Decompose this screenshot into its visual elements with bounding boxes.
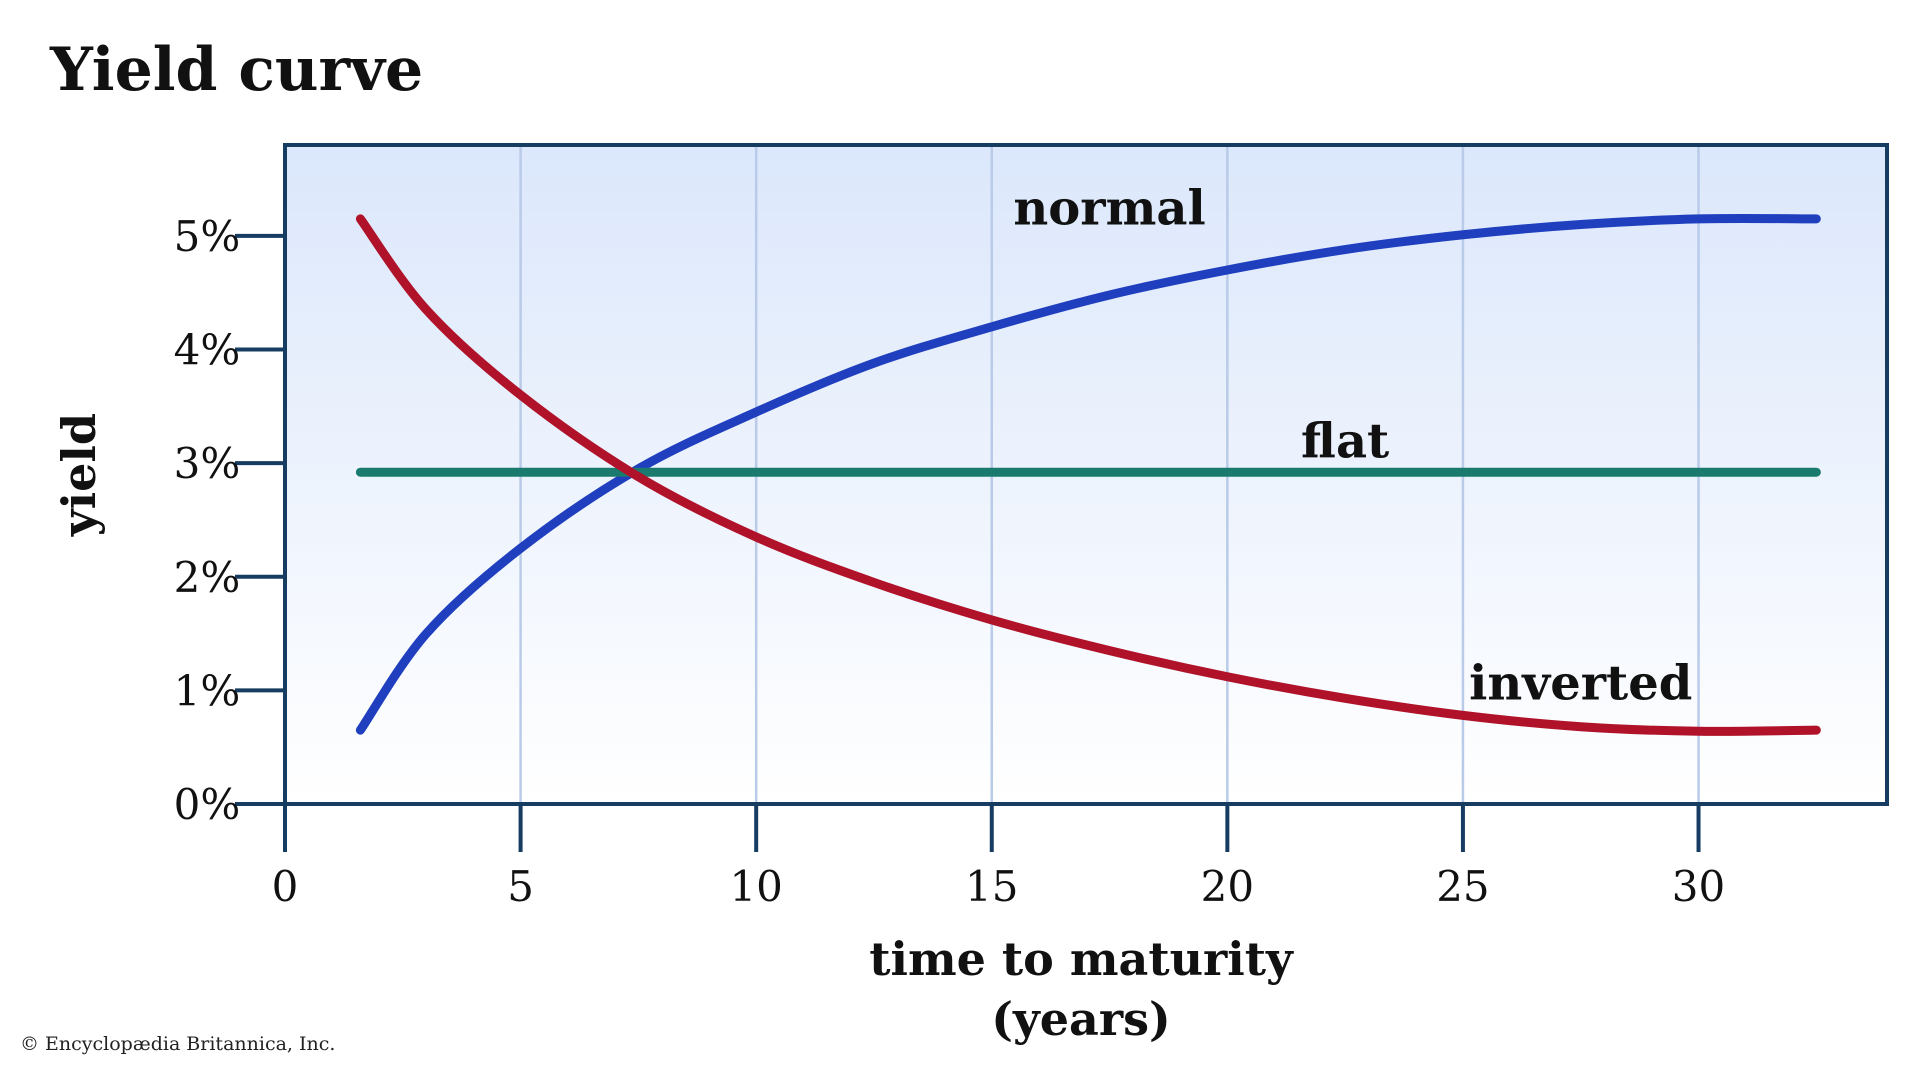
y-tick-label: 2%	[174, 553, 241, 602]
x-tick-label: 30	[1672, 862, 1725, 911]
series-label-flat: flat	[1301, 413, 1389, 469]
axis-ticks: 0% 1% 2% 3% 4% 5% 0 5 10 15 20 25 30	[174, 212, 1726, 911]
y-tick-label: 1%	[174, 666, 241, 715]
series-line-normal	[355, 213, 1821, 735]
x-tick-label: 20	[1201, 862, 1254, 911]
x-tick-label: 0	[272, 862, 299, 911]
y-tick-label: 3%	[174, 439, 241, 488]
copyright-credit: © Encyclopædia Britannica, Inc.	[20, 1033, 336, 1055]
chart-title: Yield curve	[49, 35, 423, 105]
series-line-inverted	[355, 214, 1821, 736]
y-tick-label: 0%	[174, 780, 241, 829]
x-tick-label: 25	[1436, 862, 1489, 911]
x-tick-label: 5	[507, 862, 534, 911]
series-labels: normal flat inverted	[1013, 181, 1692, 712]
x-axis-label-line-1: time to maturity	[869, 932, 1294, 986]
x-tick-label: 15	[965, 862, 1018, 911]
series-label-inverted: inverted	[1469, 655, 1692, 711]
x-tick-label: 10	[729, 862, 782, 911]
plot-frame	[283, 143, 1889, 806]
x-axis-label-line-2: (years)	[991, 992, 1170, 1046]
y-tick-label: 4%	[174, 326, 241, 375]
series-label-normal: normal	[1013, 181, 1205, 237]
y-tick-label: 5%	[174, 212, 241, 261]
y-axis-label: yield	[52, 413, 106, 537]
series-lines	[355, 213, 1821, 736]
